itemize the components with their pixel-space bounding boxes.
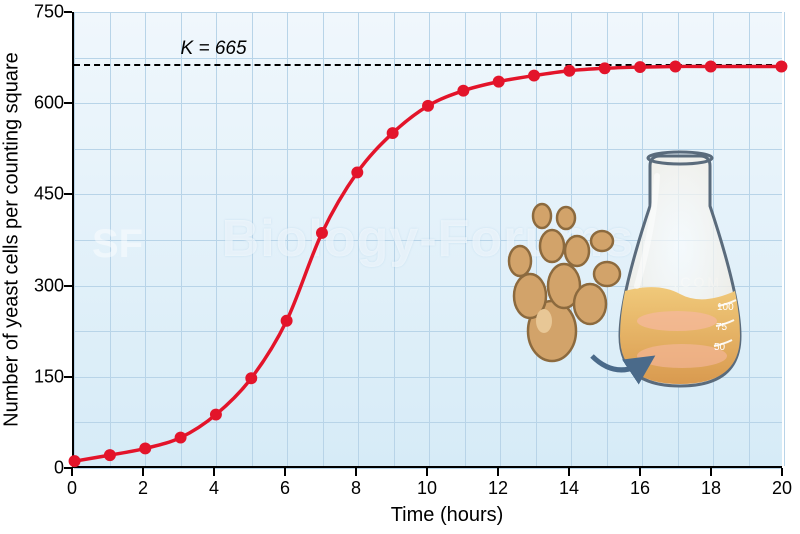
data-point xyxy=(351,166,363,178)
y-tick xyxy=(64,193,72,195)
x-tick xyxy=(213,468,215,476)
x-tick-label: 6 xyxy=(280,478,290,499)
data-point xyxy=(245,372,257,384)
flask-grad-75: 75 xyxy=(716,322,728,333)
y-tick-label: 750 xyxy=(24,2,64,23)
data-point xyxy=(599,62,611,74)
x-tick-label: 2 xyxy=(138,478,148,499)
data-point xyxy=(69,455,81,467)
y-tick xyxy=(64,285,72,287)
y-tick-label: 150 xyxy=(24,366,64,387)
x-tick-label: 0 xyxy=(67,478,77,499)
x-tick xyxy=(355,468,357,476)
x-tick-label: 18 xyxy=(701,478,721,499)
y-tick-label: 300 xyxy=(24,275,64,296)
data-point xyxy=(457,85,469,97)
x-tick-label: 20 xyxy=(772,478,792,499)
data-point xyxy=(104,449,116,461)
x-axis-label: Time (hours) xyxy=(367,504,527,527)
gridline-horizontal xyxy=(74,468,782,469)
flask-illustration: 50 75 100 xyxy=(482,146,742,396)
x-tick xyxy=(710,468,712,476)
x-tick-label: 10 xyxy=(417,478,437,499)
plot-area: K = 665 SF Biology-Forums .COM xyxy=(72,12,782,468)
data-point xyxy=(493,76,505,88)
data-point xyxy=(139,442,151,454)
data-point xyxy=(775,61,787,73)
x-tick-label: 8 xyxy=(351,478,361,499)
data-point xyxy=(281,315,293,327)
y-tick xyxy=(64,102,72,104)
y-tick-label: 0 xyxy=(24,458,64,479)
flask-grad-100: 100 xyxy=(717,302,734,313)
data-point xyxy=(634,61,646,73)
y-tick xyxy=(64,467,72,469)
yeast-cells-icon xyxy=(509,204,620,361)
flask-icon: 50 75 100 xyxy=(620,152,740,386)
x-tick-label: 4 xyxy=(209,478,219,499)
y-tick xyxy=(64,11,72,13)
x-tick xyxy=(568,468,570,476)
data-point xyxy=(528,70,540,82)
x-tick xyxy=(497,468,499,476)
x-tick xyxy=(284,468,286,476)
data-point xyxy=(387,127,399,139)
gridline-vertical xyxy=(784,12,785,466)
x-tick xyxy=(142,468,144,476)
data-point xyxy=(669,61,681,73)
data-point xyxy=(210,409,222,421)
x-tick xyxy=(781,468,783,476)
x-tick-label: 12 xyxy=(488,478,508,499)
data-point xyxy=(175,432,187,444)
y-axis-label: Number of yeast cells per counting squar… xyxy=(1,10,24,470)
x-tick xyxy=(71,468,73,476)
flask-grad-50: 50 xyxy=(714,342,726,353)
y-tick-label: 450 xyxy=(24,184,64,205)
x-tick xyxy=(426,468,428,476)
data-point xyxy=(563,65,575,77)
y-tick-label: 600 xyxy=(24,93,64,114)
x-tick xyxy=(639,468,641,476)
figure-container: K = 665 SF Biology-Forums .COM xyxy=(0,0,800,534)
y-tick xyxy=(64,376,72,378)
x-tick-label: 14 xyxy=(559,478,579,499)
x-tick-label: 16 xyxy=(630,478,650,499)
data-point xyxy=(316,227,328,239)
data-point xyxy=(705,61,717,73)
data-point xyxy=(422,100,434,112)
